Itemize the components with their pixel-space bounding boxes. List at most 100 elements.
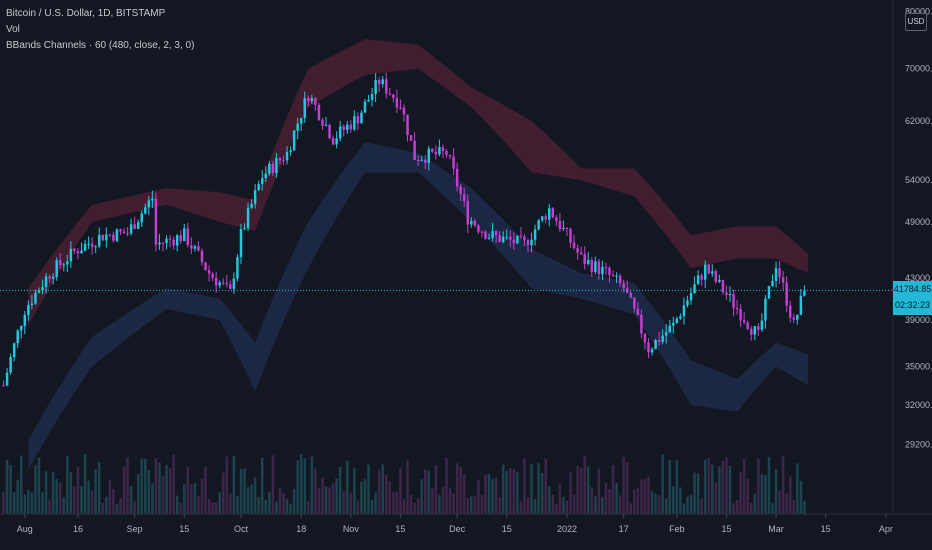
candle-body [721, 279, 725, 293]
candle-body [406, 114, 409, 136]
price-axis[interactable]: 29200.00 32000.00 35000.00 39000.00 43000.00… [905, 6, 932, 449]
candle-body [487, 237, 491, 239]
volume-bar [565, 500, 569, 514]
candle-body [5, 372, 9, 386]
volume-bar [136, 473, 140, 514]
volume-bar [395, 491, 399, 514]
candle-body [314, 98, 317, 105]
volume-bar [204, 466, 207, 514]
volume-bar [108, 479, 112, 514]
candle-body [392, 94, 395, 98]
volume-bar [37, 457, 41, 514]
candle-body [158, 242, 161, 245]
candle-body [122, 231, 126, 234]
candlesticks [2, 72, 806, 387]
volume-bar [707, 457, 710, 514]
volume-bar [799, 480, 803, 514]
volume-bar [44, 471, 48, 514]
candle-body [360, 112, 363, 124]
volume-bar [222, 472, 225, 514]
candle-body [803, 290, 806, 296]
candle-body [97, 234, 101, 247]
candle-body [310, 98, 314, 102]
time-tick-label: 17 [619, 524, 629, 534]
candle-body [12, 343, 16, 358]
volume-bar [356, 500, 360, 514]
candle-body [73, 248, 76, 252]
volume-bar [257, 496, 260, 514]
volume-bar [90, 490, 94, 514]
time-tick-label: 15 [502, 524, 512, 534]
volume-bar [48, 499, 51, 514]
volume-bar [239, 468, 243, 514]
volume-bar [781, 456, 785, 514]
volume-bar [172, 454, 175, 514]
candle-body [232, 278, 236, 289]
volume-bar [175, 495, 179, 514]
volume-bar [714, 482, 718, 514]
time-tick-label: 2022 [557, 524, 577, 534]
candle-body [480, 231, 484, 233]
candle-body [133, 224, 136, 229]
candle-body [718, 279, 721, 282]
candle-body [48, 276, 51, 279]
candle-body [732, 293, 735, 308]
volume-bar [686, 496, 689, 514]
candle-body [105, 234, 108, 241]
price-tick-label: 32000.00 [905, 400, 932, 410]
candle-body [55, 260, 58, 277]
volume-bar [760, 474, 764, 514]
volume-bar [317, 487, 321, 514]
candle-body [462, 194, 466, 202]
volume-bar [2, 491, 5, 514]
volume-bar [622, 456, 625, 514]
candle-body [218, 282, 221, 286]
bbands-indicator-label[interactable]: BBands Channels · 60 (480, close, 2, 3, … [6, 40, 195, 51]
symbol-title[interactable]: Bitcoin / U.S. Dollar, 1D, BITSTAMP [6, 8, 166, 19]
volume-bar [682, 503, 686, 514]
currency-badge[interactable]: USD [905, 13, 927, 31]
volume-bar [548, 486, 551, 514]
candle-body [356, 116, 360, 124]
volume-bar [650, 491, 654, 514]
candle-body [707, 264, 710, 274]
volume-bar [572, 494, 576, 514]
volume-indicator-label[interactable]: Vol [6, 24, 20, 35]
candle-body [30, 303, 34, 306]
candle-body [654, 340, 657, 350]
time-tick-label: Aug [17, 524, 33, 534]
time-axis[interactable]: Aug 16 Sep 15 Oct 18 Nov 15 Dec 15 2022 17 Feb 15 Mar 1… [17, 514, 893, 534]
volume-bar [526, 497, 530, 514]
candle-body [455, 168, 459, 187]
time-tick-label: Feb [669, 524, 685, 534]
candle-body [739, 308, 742, 321]
candle-body [381, 79, 384, 85]
candle-body [222, 282, 225, 284]
volume-bar [501, 464, 505, 514]
volume-bar [367, 464, 370, 514]
candle-body [172, 239, 175, 246]
volume-bar [664, 498, 668, 514]
candle-body [151, 198, 154, 201]
volume-bar [115, 503, 119, 514]
volume-bar [73, 486, 76, 514]
volume-bar [703, 460, 707, 514]
volume-bar [459, 466, 462, 514]
volume-bar [689, 494, 693, 514]
candle-body [183, 228, 186, 241]
candle-body [239, 229, 243, 258]
volume-bar [788, 476, 792, 514]
candle-body [675, 318, 679, 323]
volume-bar [338, 467, 342, 514]
volume-bar [282, 493, 285, 514]
volume-bar [725, 457, 728, 514]
volume-bar [229, 493, 232, 514]
volume-bar [381, 464, 384, 514]
candle-body [565, 227, 569, 229]
candle-body [395, 97, 399, 108]
candle-body [299, 117, 303, 124]
candle-body [268, 163, 271, 174]
volume-bar [792, 499, 796, 514]
